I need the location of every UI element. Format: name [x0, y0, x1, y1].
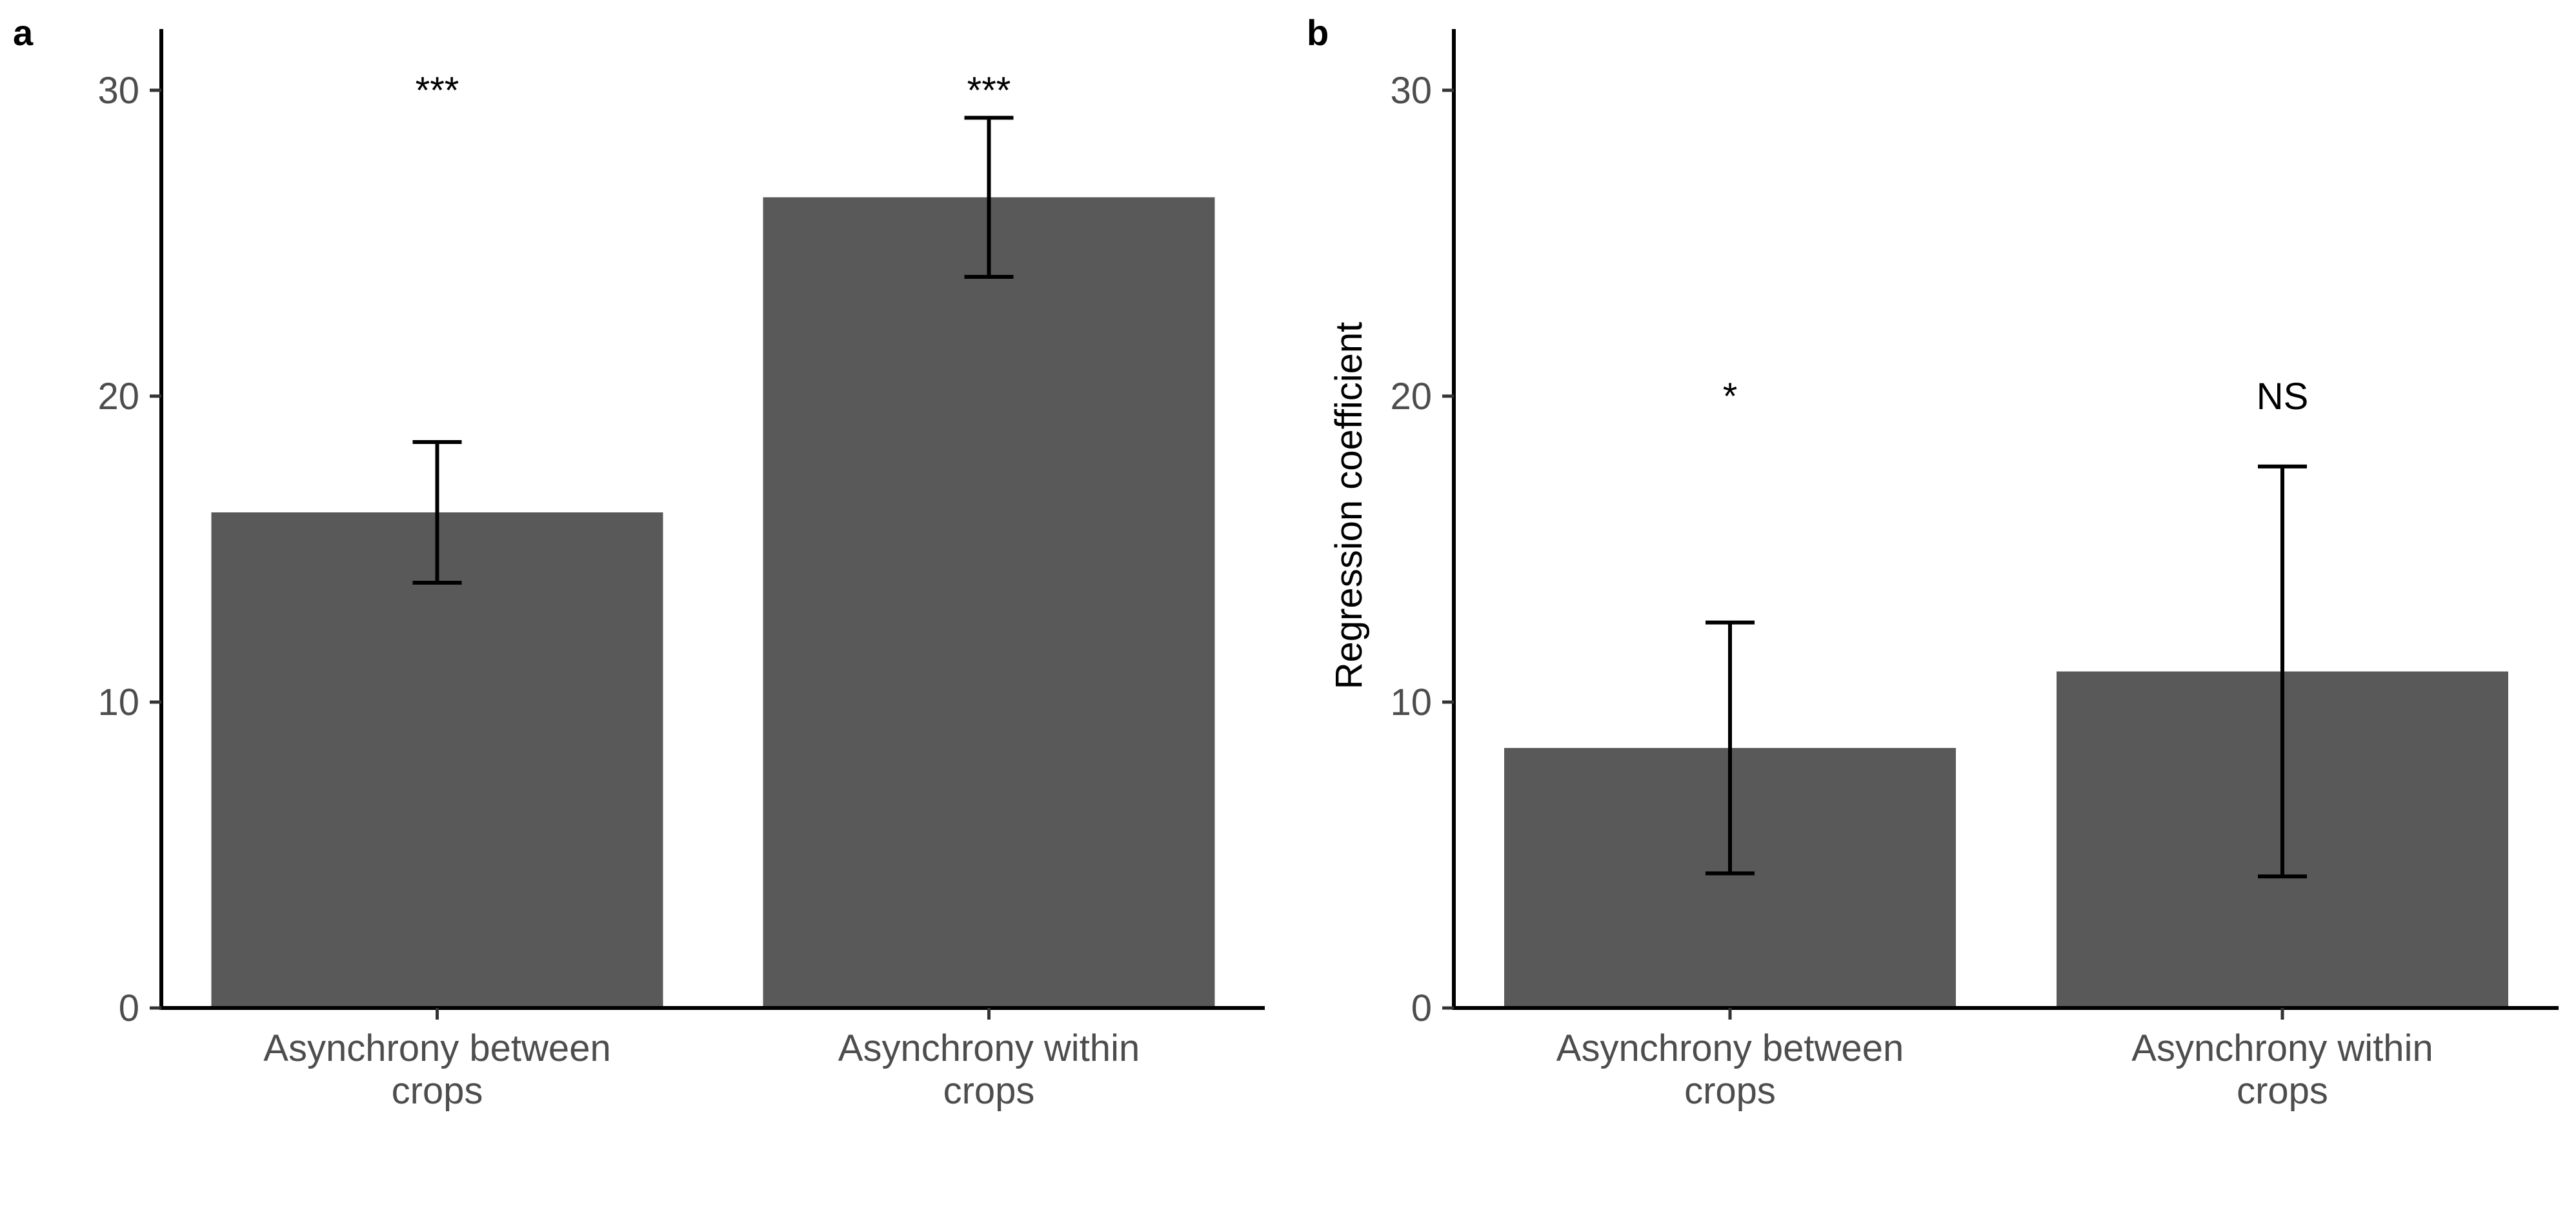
x-tick-label-line: crops [2237, 1070, 2328, 1112]
error-bar [964, 116, 1014, 279]
x-tick-label: Asynchrony within crops [2131, 1027, 2433, 1112]
x-tick-label: Asynchrony between crops [1556, 1027, 1904, 1112]
x-tick-label-line: crops [1684, 1070, 1776, 1112]
significance-label: *** [416, 70, 459, 112]
x-tick-label: Asynchrony between crops [263, 1027, 610, 1112]
y-tick-label: 30 [97, 70, 139, 112]
error-bar [2258, 464, 2307, 879]
significance-label: NS [2257, 376, 2309, 418]
x-tick-label-line: crops [392, 1070, 483, 1112]
y-tick-label: 0 [119, 987, 139, 1029]
x-tick-label: Asynchrony within crops [838, 1027, 1140, 1112]
y-tick-label: 20 [1390, 376, 1432, 418]
y-tick-label: 20 [97, 376, 139, 418]
x-tick-label-line: crops [943, 1070, 1035, 1112]
y-axis-label: Regression coefficient [1328, 322, 1370, 690]
significance-label: *** [967, 70, 1011, 112]
panel-letter: b [1307, 12, 1329, 53]
x-tick-label-line: Asynchrony within [2131, 1027, 2433, 1069]
x-tick-label-line: Asynchrony between [1556, 1027, 1904, 1069]
bar [763, 197, 1215, 1008]
error-bar [412, 439, 462, 585]
x-tick-label-line: Asynchrony within [838, 1027, 1140, 1069]
y-tick-label: 30 [1390, 70, 1432, 112]
bar [211, 512, 663, 1008]
error-bar [1706, 620, 1755, 876]
y-tick-label: 0 [1411, 987, 1432, 1029]
significance-label: * [1723, 376, 1738, 418]
y-tick-label: 10 [97, 681, 139, 723]
panel-letter: a [13, 12, 34, 53]
y-tick-label: 10 [1390, 681, 1432, 723]
x-tick-label-line: Asynchrony between [263, 1027, 610, 1069]
